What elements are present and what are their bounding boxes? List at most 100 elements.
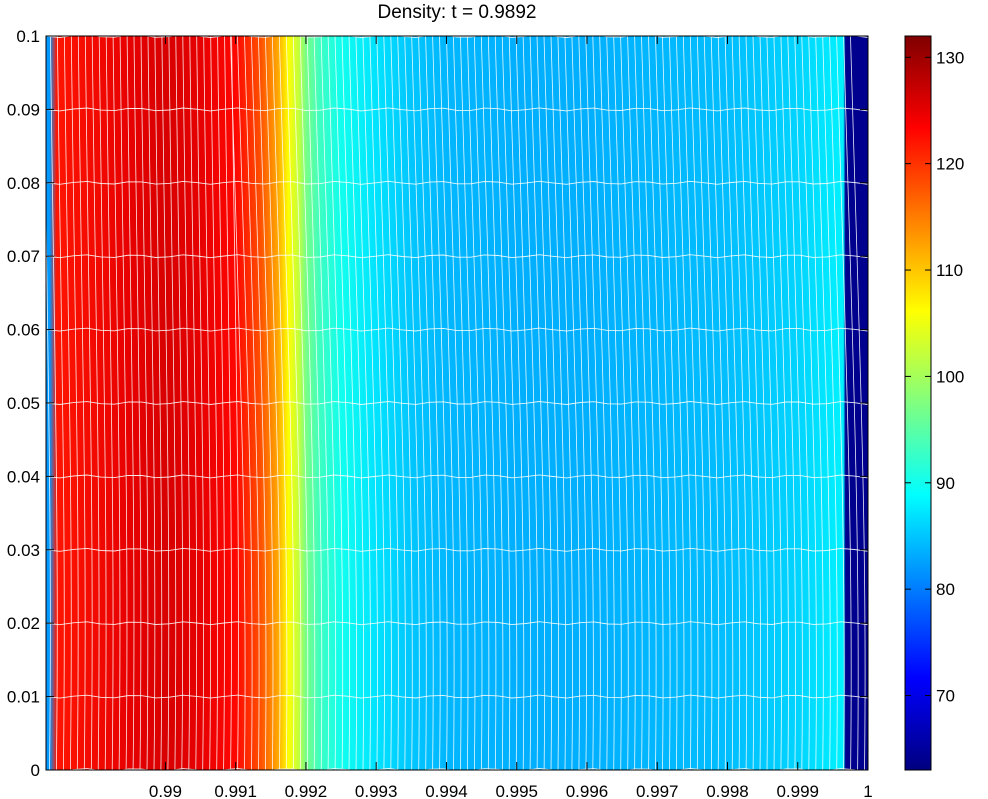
mesh-line-vertical — [682, 36, 699, 770]
mesh-line-vertical — [641, 36, 657, 770]
mesh-line-vertical — [634, 36, 650, 770]
mesh-line-vertical — [801, 36, 817, 770]
colorbar-frame — [904, 35, 932, 771]
mesh-line-horizontal — [46, 36, 868, 38]
colorbar: 70 80 90 100 110 120 130 — [904, 35, 964, 771]
mesh-line-vertical — [571, 36, 587, 770]
mesh-line-vertical — [168, 36, 177, 770]
mesh-line-vertical — [522, 36, 539, 770]
mesh-line-vertical — [327, 36, 344, 770]
y-tick-label: 0.09 — [7, 100, 40, 119]
mesh-line-vertical — [265, 36, 281, 770]
mesh-line-vertical — [655, 36, 671, 770]
mesh-line-vertical — [669, 36, 685, 770]
mesh-line-vertical — [258, 36, 274, 770]
mesh-line-vertical — [271, 36, 288, 770]
mesh-line-vertical — [57, 36, 65, 770]
mesh-line-vertical — [550, 36, 567, 770]
colorbar-tick-label: 110 — [936, 261, 963, 280]
x-tick-label: 0.998 — [706, 782, 749, 799]
mesh-line-vertical — [759, 36, 776, 770]
mesh-line-vertical — [689, 36, 706, 770]
y-tick-label: 0.02 — [7, 614, 40, 633]
mesh-line-vertical — [501, 36, 518, 770]
mesh-line-vertical — [84, 36, 93, 770]
y-tick-label: 0 — [31, 761, 40, 780]
mesh-line-vertical — [460, 36, 476, 770]
colorbar-tick-label: 90 — [936, 474, 955, 493]
mesh-line-vertical — [850, 36, 866, 770]
x-tick-label: 0.995 — [495, 782, 538, 799]
mesh-line-vertical — [425, 36, 441, 770]
mesh-line-vertical — [766, 36, 782, 770]
mesh-line-vertical — [696, 36, 713, 770]
mesh-line-vertical — [119, 36, 128, 770]
mesh-line-vertical — [313, 36, 330, 770]
mesh-line-vertical — [731, 36, 748, 770]
mesh-line-horizontal — [46, 694, 868, 699]
mesh-line-vertical — [224, 36, 232, 770]
mesh-line-vertical — [175, 36, 184, 770]
mesh-line-vertical — [341, 36, 358, 770]
mesh-line-vertical — [515, 36, 532, 770]
mesh-line-vertical — [105, 36, 114, 770]
y-tick-label: 0.1 — [16, 27, 40, 46]
mesh-line-vertical — [154, 36, 163, 770]
mesh-line-vertical — [91, 36, 100, 770]
y-tick-label: 0.04 — [7, 467, 40, 486]
mesh-line-vertical — [210, 36, 218, 770]
mesh-line-vertical — [355, 36, 371, 770]
mesh-line-vertical — [217, 36, 225, 770]
mesh-line-vertical — [411, 36, 427, 770]
x-axis: 0.99 0.991 0.992 0.993 0.994 0.995 0.996 0.997 0… — [149, 36, 873, 799]
colorbar-tick-label: 80 — [936, 580, 955, 599]
mesh-line-vertical — [126, 36, 135, 770]
x-tick-label: 0.993 — [355, 782, 398, 799]
mesh-line-vertical — [578, 36, 594, 770]
mesh-line-vertical — [77, 36, 86, 770]
mesh-line-vertical — [662, 36, 678, 770]
colorbar-tick-label: 100 — [936, 367, 964, 386]
mesh-line-vertical — [383, 36, 399, 770]
mesh-line-horizontal — [46, 401, 868, 405]
mesh-line-vertical — [98, 36, 107, 770]
mesh-line-vertical — [815, 36, 831, 770]
mesh-line-vertical — [557, 36, 573, 770]
mesh-line-vertical — [536, 36, 553, 770]
y-tick-label: 0.05 — [7, 394, 40, 413]
colorbar-tick-label: 70 — [936, 687, 955, 706]
mesh-line-vertical — [46, 191, 51, 770]
colorbar-ticks: 70 80 90 100 110 120 130 — [905, 48, 964, 706]
mesh-line-vertical — [348, 36, 365, 770]
mesh-line-vertical — [773, 36, 789, 770]
y-tick-label: 0.08 — [7, 174, 40, 193]
mesh-line-vertical — [648, 36, 664, 770]
mesh-line-vertical — [299, 36, 316, 770]
mesh-line-vertical — [231, 36, 239, 770]
mesh-line-vertical — [752, 36, 769, 770]
mesh-line-vertical — [390, 36, 406, 770]
mesh-line-vertical — [724, 36, 741, 770]
mesh-line-vertical — [808, 36, 824, 770]
x-tick-label: 0.996 — [566, 782, 609, 799]
mesh-line-vertical — [140, 36, 149, 770]
mesh-line-vertical — [376, 36, 392, 770]
y-axis: 0 0.01 0.02 0.03 0.04 0.05 0.06 0.07 0.08 0.09 0.1 — [7, 27, 868, 780]
x-tick-label: 0.992 — [285, 782, 328, 799]
chart-title: Density: t = 0.9892 — [378, 2, 537, 23]
mesh-line-vertical — [432, 36, 448, 770]
mesh-line-horizontal — [46, 621, 868, 626]
mesh-line-vertical — [439, 36, 455, 770]
mesh-line-vertical — [822, 36, 838, 770]
mesh-line-vertical — [320, 36, 337, 770]
mesh-line-vertical — [717, 36, 734, 770]
mesh-line-vertical — [543, 36, 560, 770]
mesh-line-vertical — [710, 36, 727, 770]
mesh-line-vertical — [64, 36, 72, 770]
mesh-line-vertical — [676, 36, 692, 770]
x-tick-label: 0.994 — [425, 782, 468, 799]
x-tick-label: 0.99 — [149, 782, 182, 799]
mesh-line-vertical — [306, 36, 323, 770]
mesh-line-vertical — [133, 36, 142, 770]
mesh-line-vertical — [50, 36, 58, 770]
